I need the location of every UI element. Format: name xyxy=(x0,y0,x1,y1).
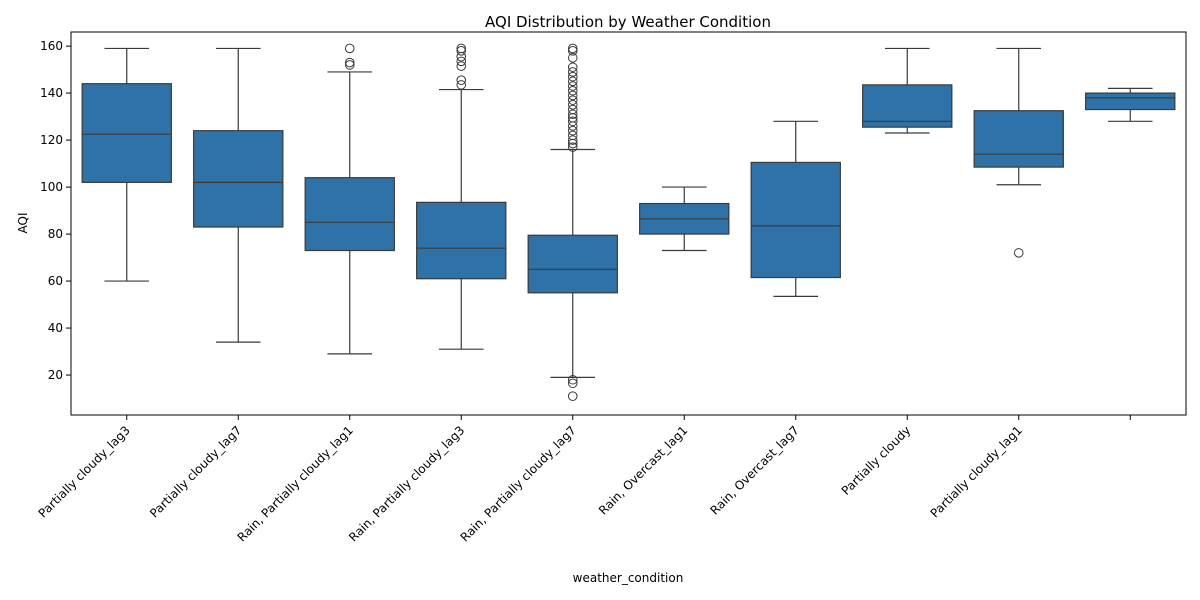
x-axis: Partially cloudy_lag3 Partially cloudy_la… xyxy=(36,415,1131,544)
outlier-point xyxy=(456,61,467,71)
box xyxy=(304,177,395,252)
x-tick-label: Partially cloudy xyxy=(839,423,914,498)
outlier-point xyxy=(567,142,578,152)
outlier-point xyxy=(344,43,355,54)
outlier-point xyxy=(567,81,578,91)
box xyxy=(416,201,507,280)
outlier-point xyxy=(567,90,578,101)
outlier-point xyxy=(456,45,467,56)
box-group xyxy=(527,43,618,402)
outlier-point xyxy=(567,116,578,127)
outlier-point xyxy=(567,95,578,105)
y-tick-label: 60 xyxy=(48,274,63,288)
outlier-point xyxy=(1013,248,1024,258)
x-tick-label: Rain, Partially cloudy_lag7 xyxy=(458,423,579,544)
outlier-point xyxy=(567,374,578,385)
outlier-point xyxy=(567,109,578,120)
box xyxy=(750,161,841,279)
box-group xyxy=(750,120,841,297)
y-axis: 20 40 60 80 100 120 140 160 xyxy=(40,39,71,382)
box-group xyxy=(81,47,172,282)
outlier-point xyxy=(567,43,578,54)
y-tick-label: 20 xyxy=(48,368,63,382)
outlier-point xyxy=(567,45,578,56)
box xyxy=(973,110,1064,168)
x-tick-label: Rain, Overcast_lag7 xyxy=(708,423,802,517)
outlier-point xyxy=(456,56,467,67)
outlier-point xyxy=(567,85,578,96)
box xyxy=(81,83,172,183)
y-tick-label: 100 xyxy=(40,180,63,194)
y-tick-label: 120 xyxy=(40,133,63,147)
y-axis-label: AQI xyxy=(16,213,30,234)
box-group xyxy=(1085,87,1176,122)
box xyxy=(1085,92,1176,111)
outlier-point xyxy=(344,60,355,70)
y-tick-label: 80 xyxy=(48,227,63,241)
plot-area xyxy=(81,43,1176,402)
x-tick-label: Partially cloudy_lag7 xyxy=(147,423,244,520)
outlier-point xyxy=(456,43,467,54)
box-group xyxy=(416,43,507,350)
box xyxy=(193,130,284,228)
outlier-point xyxy=(567,62,578,73)
x-tick-label: Rain, Partially cloudy_lag1 xyxy=(235,423,356,544)
x-tick-label: Rain, Partially cloudy_lag3 xyxy=(346,423,467,544)
outlier-point xyxy=(456,75,467,85)
outlier-point xyxy=(567,125,578,136)
x-axis-label: weather_condition xyxy=(573,571,684,585)
box-group xyxy=(973,47,1064,258)
outlier-point xyxy=(567,76,578,87)
box-group xyxy=(304,43,395,355)
box-group xyxy=(862,47,953,134)
outlier-point xyxy=(567,135,578,145)
outlier-point xyxy=(567,71,578,82)
outlier-point xyxy=(344,57,355,68)
x-tick-label: Rain, Overcast_lag1 xyxy=(596,423,690,517)
x-tick-label: Partially cloudy_lag3 xyxy=(36,423,133,520)
plot-frame xyxy=(70,31,1187,416)
box-group xyxy=(639,186,730,252)
box xyxy=(527,234,618,294)
outlier-point xyxy=(567,378,578,389)
outlier-point xyxy=(456,80,467,90)
x-tick-label: Partially cloudy_lag1 xyxy=(928,423,1025,520)
outlier-point xyxy=(567,53,578,63)
y-tick-label: 140 xyxy=(40,86,63,100)
outlier-point xyxy=(567,104,578,115)
outlier-point xyxy=(567,130,578,141)
y-tick-label: 160 xyxy=(40,39,63,53)
box-group xyxy=(193,47,284,343)
outlier-point xyxy=(567,391,578,402)
y-tick-label: 40 xyxy=(48,321,63,335)
outlier-point xyxy=(567,67,578,77)
chart-title: AQI Distribution by Weather Condition xyxy=(485,13,771,31)
outlier-point xyxy=(567,100,578,110)
box xyxy=(862,84,953,128)
